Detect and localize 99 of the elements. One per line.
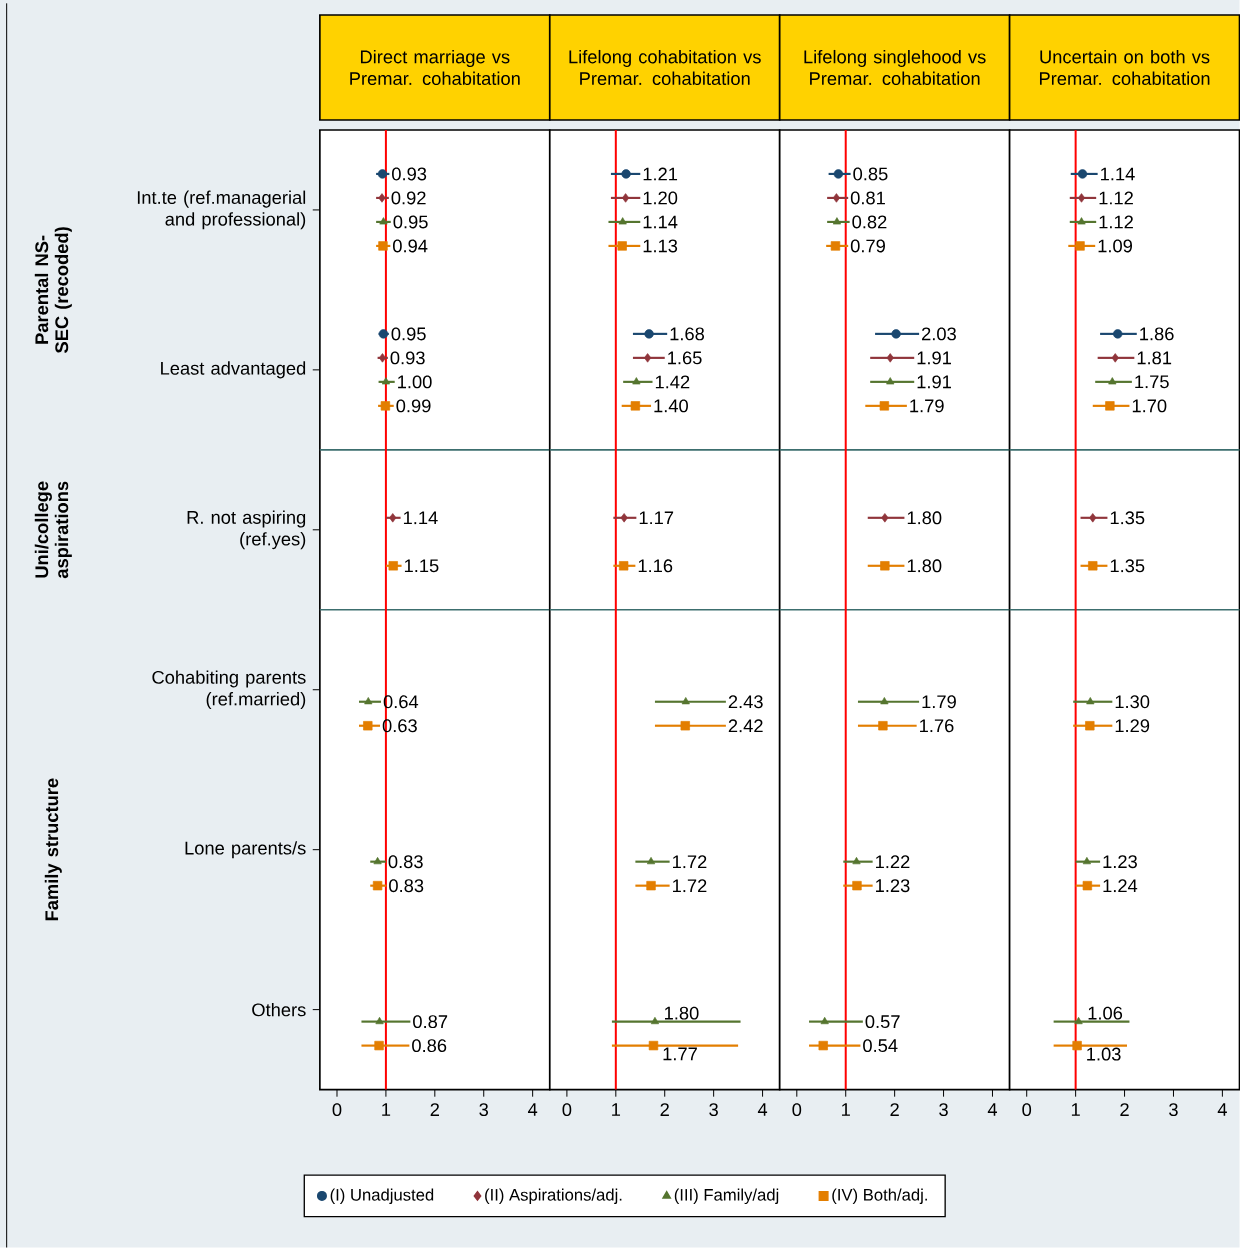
data-label: 1.72	[672, 879, 707, 893]
data-label: 1.81	[1137, 351, 1171, 365]
chart-title: Lifelong cohabitation vs Premar. cohabitation	[569, 49, 761, 86]
data-label: 1.91	[917, 375, 951, 389]
x-tick-label: 2	[660, 1103, 669, 1116]
y-tick-label: Int.te (ref.managerial and professional)	[137, 190, 305, 230]
data-label: 0.86	[411, 1039, 447, 1053]
data-label: 0.83	[388, 879, 424, 893]
data-label: 1.35	[1110, 511, 1145, 525]
data-label: 1.42	[655, 375, 690, 389]
data-label: 1.14	[1100, 167, 1135, 181]
data-label: 0.93	[391, 167, 427, 181]
data-label: 0.95	[393, 215, 428, 229]
x-tick-label: 4	[757, 1103, 767, 1116]
data-label: 0.94	[392, 239, 428, 253]
data-label: 1.15	[404, 559, 439, 573]
data-label: 2.42	[728, 719, 763, 733]
data-label: 0.57	[865, 1015, 900, 1029]
x-tick-label: 4	[987, 1103, 997, 1116]
data-label: 0.93	[390, 351, 425, 365]
y-tick-label: Others	[252, 1002, 306, 1017]
x-tick-label: 3	[939, 1103, 948, 1117]
data-label: 1.80	[664, 1006, 699, 1020]
chart-title: Lifelong singlehood vs Premar. cohabitation	[804, 49, 986, 86]
data-label: 0.83	[388, 855, 423, 869]
data-label: 1.06	[1088, 1006, 1122, 1020]
x-tick-label: 3	[1168, 1103, 1178, 1117]
data-label: 1.22	[875, 855, 910, 869]
data-label: 1.80	[907, 511, 942, 525]
data-label: 0.54	[862, 1039, 898, 1053]
x-tick-label: 2	[890, 1103, 899, 1116]
data-label: 1.80	[907, 559, 942, 573]
chart-title: Uncertain on both vs Premar. cohabitation	[1039, 49, 1210, 86]
data-label: 1.14	[403, 511, 438, 525]
data-label: 1.13	[643, 239, 677, 253]
data-label: 1.23	[1103, 855, 1137, 869]
y-tick-label: Cohabiting parents (ref.married)	[152, 670, 306, 710]
x-tick-label: 3	[709, 1103, 718, 1117]
data-label: 1.09	[1098, 239, 1132, 253]
data-label: 1.65	[667, 351, 702, 365]
data-label: 1.72	[672, 855, 707, 869]
data-label: 1.86	[1140, 327, 1174, 341]
data-label: 0.92	[391, 191, 426, 205]
chart-title: Direct marriage vs Premar. cohabitation	[350, 49, 520, 86]
data-label: 1.24	[1103, 879, 1138, 893]
data-label: 1.40	[654, 399, 688, 413]
x-tick-label: 2	[1120, 1103, 1129, 1116]
y-tick-label: R. not aspiring (ref.yes)	[187, 510, 306, 550]
legend-label: (IV) Both/adj.	[832, 1188, 927, 1205]
data-label: 1.00	[397, 375, 432, 389]
data-label: 1.79	[922, 695, 956, 709]
text: Uni/college aspirations	[34, 481, 72, 579]
x-tick-label: 0	[562, 1103, 572, 1117]
data-label: 1.77	[663, 1047, 697, 1061]
data-label: 1.29	[1115, 719, 1149, 733]
y-tick-label: Least advantaged	[160, 361, 305, 379]
x-tick-label: 4	[1217, 1103, 1227, 1116]
data-label: 1.17	[639, 511, 673, 525]
data-label: 1.35	[1110, 559, 1145, 573]
text: Family structure	[44, 778, 62, 921]
x-tick-label: 0	[1022, 1103, 1031, 1117]
data-label: 1.14	[643, 215, 678, 229]
legend-label: (III) Family/adj	[674, 1188, 778, 1205]
data-label: 2.43	[728, 695, 763, 709]
x-tick-label: 4	[527, 1103, 538, 1116]
data-label: 1.68	[670, 327, 704, 341]
data-label: 0.99	[396, 399, 431, 413]
data-label: 1.70	[1132, 399, 1167, 413]
data-label: 1.16	[638, 559, 673, 573]
x-tick-label: 1	[611, 1103, 620, 1116]
data-label: 0.87	[412, 1015, 447, 1029]
data-label: 1.12	[1099, 215, 1133, 229]
legend-label: (II) Aspirations/adj.	[484, 1188, 622, 1205]
data-label: 1.75	[1135, 375, 1169, 389]
data-label: 1.20	[643, 191, 678, 205]
data-label: 1.91	[917, 351, 951, 365]
y-tick-label: Lone parents/s	[185, 841, 306, 859]
legend-label: (I) Unadjusted	[330, 1188, 433, 1205]
data-label: 0.79	[850, 239, 885, 253]
x-tick-label: 0	[792, 1103, 802, 1117]
x-tick-label: 1	[1071, 1103, 1080, 1116]
data-label: 1.79	[910, 399, 944, 413]
data-label: 0.81	[850, 191, 885, 205]
text: Parental NS-SEC (recoded)	[34, 227, 72, 354]
data-label: 1.12	[1099, 191, 1133, 205]
data-label: 1.30	[1115, 695, 1150, 709]
data-label: 0.82	[852, 215, 887, 229]
data-label: 1.23	[875, 879, 910, 893]
data-label: 0.85	[853, 167, 888, 181]
x-tick-label: 3	[479, 1103, 488, 1117]
data-label: 1.03	[1087, 1047, 1121, 1061]
x-tick-label: 1	[841, 1103, 850, 1116]
x-tick-label: 0	[332, 1103, 342, 1117]
data-label: 1.21	[643, 167, 677, 181]
x-tick-label: 1	[382, 1103, 390, 1116]
data-label: 2.03	[921, 327, 956, 341]
data-label: 1.76	[919, 719, 954, 733]
x-tick-label: 2	[430, 1103, 439, 1116]
data-label: 0.95	[391, 327, 426, 341]
